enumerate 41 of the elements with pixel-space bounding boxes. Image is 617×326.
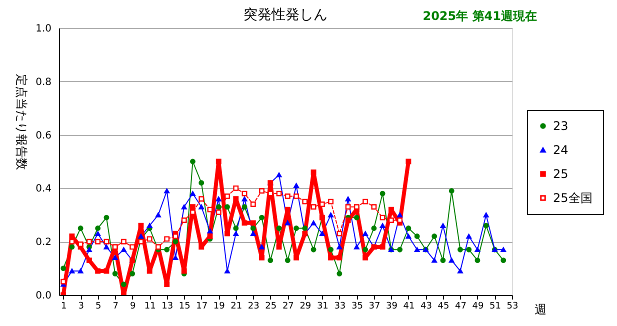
x-tick-label: 33 — [334, 302, 346, 312]
x-tick-label: 41 — [403, 302, 415, 312]
y-tick-label: 1.0 — [36, 24, 52, 34]
x-tick-label: 23 — [248, 302, 260, 312]
text: 2025年 第41週現在 — [422, 9, 537, 23]
x-tick-label: 21 — [230, 302, 242, 312]
x-tick-label: 31 — [316, 302, 328, 312]
legend-label: 25全国 — [553, 191, 592, 205]
x-tick-label: 13 — [162, 302, 174, 312]
x-tick-label: 19 — [213, 302, 226, 312]
x-tick-label: 3 — [78, 302, 84, 312]
legend-label: 23 — [553, 119, 568, 133]
x-tick-label: 39 — [386, 302, 398, 312]
x-tick-label: 53 — [506, 302, 518, 312]
x-tick-label: 5 — [95, 302, 102, 312]
x-tick-label: 15 — [178, 302, 190, 312]
x-axis-title: 週 — [534, 302, 546, 316]
x-tick-label: 1 — [60, 302, 67, 312]
x-tick-label: 27 — [282, 302, 294, 312]
x-tick-label: 37 — [368, 302, 380, 312]
x-tick-label: 51 — [490, 302, 501, 312]
x-tick-label: 47 — [455, 302, 466, 312]
y-axis-title: 定点当たり報告数 — [14, 74, 28, 170]
y-tick-label: 0.8 — [36, 76, 52, 88]
x-tick-label: 9 — [130, 302, 136, 312]
y-tick-label: 0.0 — [36, 290, 52, 302]
legend-label: 24 — [553, 143, 568, 157]
x-tick-label: 49 — [472, 302, 484, 312]
x-tick-label: 35 — [351, 302, 363, 312]
x-tick-label: 11 — [144, 302, 156, 312]
x-tick-label: 45 — [438, 302, 450, 312]
legend-label: 25 — [553, 167, 568, 181]
x-tick-label: 29 — [300, 302, 312, 312]
x-tick-label: 17 — [196, 302, 208, 312]
x-tick-label: 43 — [420, 302, 432, 312]
chart-title: 突発性発しん — [244, 7, 328, 23]
y-tick-label: 0.2 — [36, 237, 52, 248]
x-tick-label: 25 — [265, 302, 277, 312]
x-tick-label: 7 — [112, 302, 118, 312]
y-tick-label: 0.4 — [36, 184, 52, 195]
y-tick-label: 0.6 — [36, 130, 52, 142]
